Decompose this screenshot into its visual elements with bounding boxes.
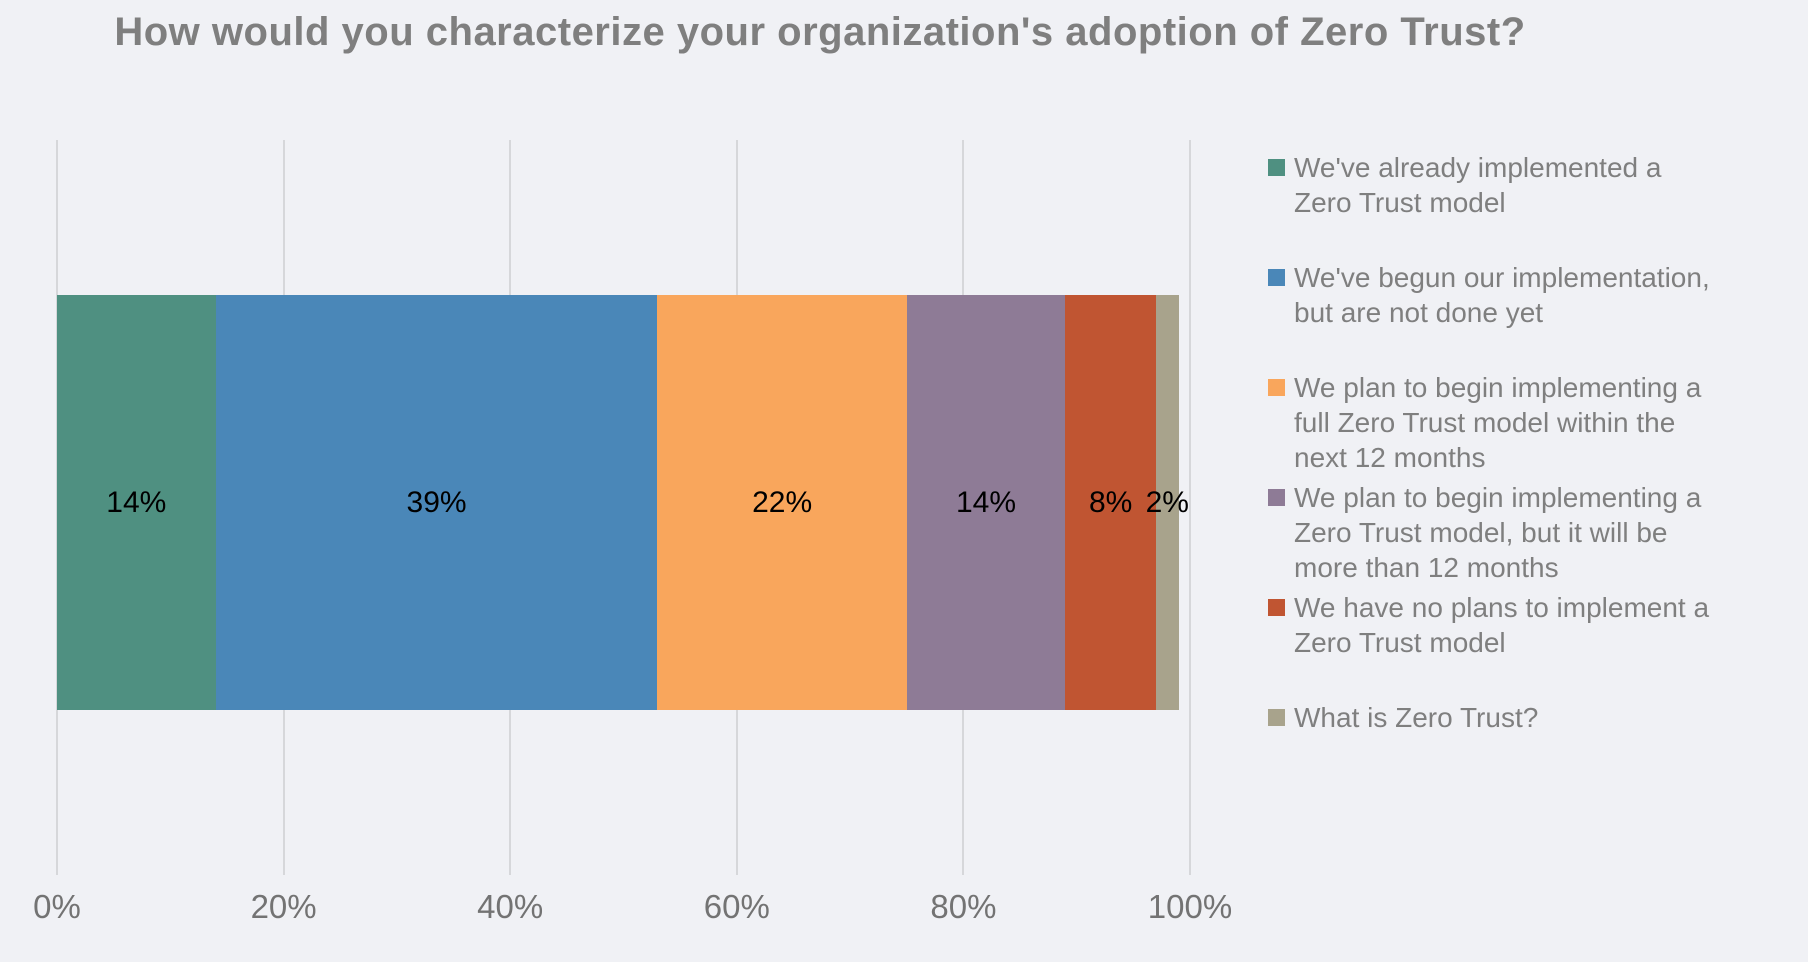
- gridline: [1189, 140, 1191, 875]
- legend-label: We plan to begin implementing a full Zer…: [1294, 372, 1702, 473]
- x-axis-tick: 60%: [703, 888, 770, 925]
- bar-segment: 14%: [906, 295, 1066, 710]
- segment-value-label: 14%: [106, 485, 167, 519]
- legend-label: What is Zero Trust?: [1294, 702, 1539, 733]
- legend-swatch-icon: [1268, 159, 1285, 176]
- legend-item: What is Zero Trust?: [1268, 700, 1738, 735]
- chart-title: How would you characterize your organiza…: [114, 10, 1526, 54]
- segment-value-label: 8%: [1088, 485, 1133, 519]
- x-axis-tick: 100%: [1147, 888, 1233, 925]
- segment-value-label: 14%: [955, 485, 1017, 519]
- x-axis-tick: 0%: [33, 888, 81, 925]
- legend-swatch-icon: [1268, 599, 1285, 616]
- legend-label: We've begun our implementation, but are …: [1294, 262, 1710, 328]
- segment-value-label: 39%: [406, 485, 467, 519]
- legend-label: We've already implemented a Zero Trust m…: [1294, 152, 1662, 218]
- legend-swatch-icon: [1268, 709, 1285, 726]
- legend-item: We plan to begin implementing a full Zer…: [1268, 370, 1738, 480]
- x-axis-tick: 80%: [930, 888, 997, 925]
- legend: We've already implemented a Zero Trust m…: [1268, 150, 1738, 735]
- x-axis: 0% 20% 40% 60% 80% 100%: [33, 888, 1232, 932]
- legend-item: We've begun our implementation, but are …: [1268, 260, 1738, 370]
- stacked-bar: 14% 39% 22% 14% 8% 2%: [57, 295, 1190, 710]
- legend-item: We've already implemented a Zero Trust m…: [1268, 150, 1738, 260]
- legend-label: We plan to begin implementing a Zero Tru…: [1294, 482, 1702, 583]
- x-axis-tick: 40%: [477, 888, 544, 925]
- segment-value-label: 2%: [1145, 485, 1189, 519]
- legend-swatch-icon: [1268, 489, 1285, 506]
- plot-area: 14% 39% 22% 14% 8% 2%: [56, 140, 1191, 875]
- x-axis-tick: 20%: [250, 888, 317, 925]
- bar-segment: 22%: [657, 295, 907, 710]
- legend-label: We have no plans to implement a Zero Tru…: [1294, 592, 1710, 658]
- bar-segment: 14%: [57, 295, 216, 710]
- bar-segment: 8%: [1065, 295, 1156, 710]
- bar-segment: 2%: [1146, 295, 1189, 710]
- legend-swatch-icon: [1268, 269, 1285, 286]
- bar-segment: 39%: [215, 295, 658, 710]
- legend-swatch-icon: [1268, 379, 1285, 396]
- legend-item: We plan to begin implementing a Zero Tru…: [1268, 480, 1738, 590]
- segment-value-label: 22%: [752, 485, 813, 519]
- legend-item: We have no plans to implement a Zero Tru…: [1268, 590, 1738, 700]
